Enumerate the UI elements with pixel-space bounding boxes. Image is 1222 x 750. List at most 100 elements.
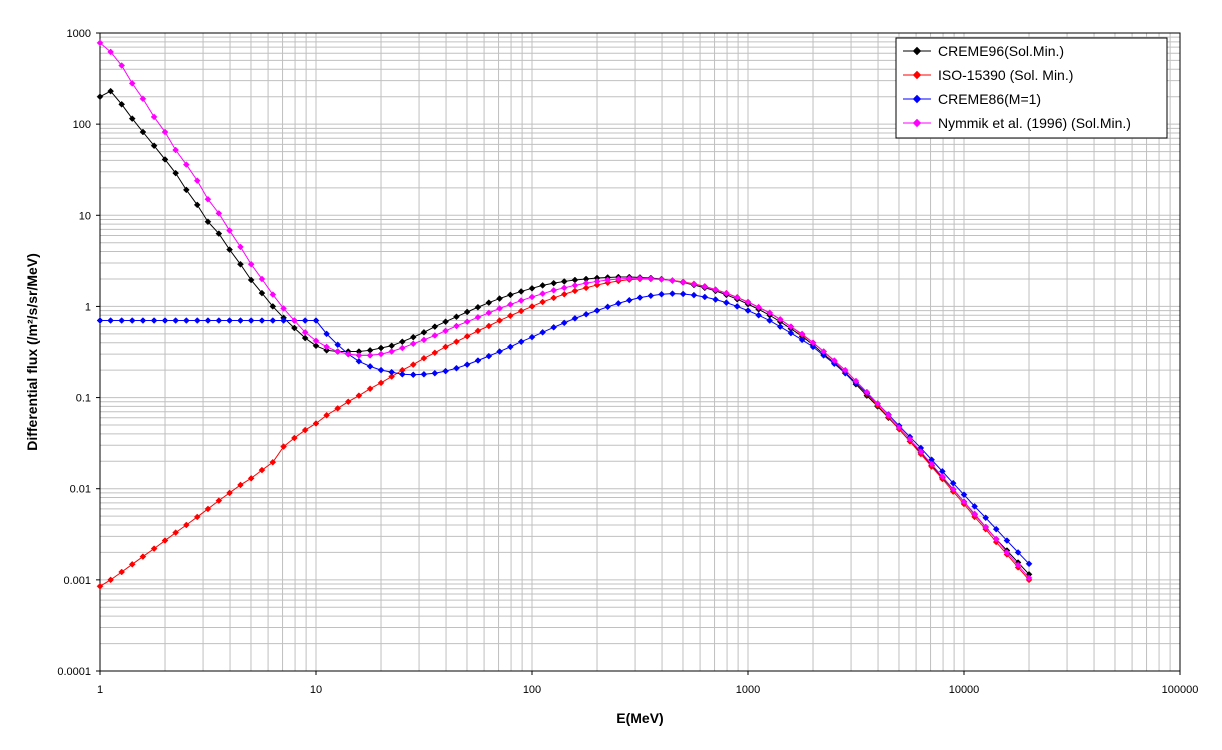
- data-point-iso-15390-sol-min: [474, 327, 482, 335]
- data-point-iso-15390-sol-min: [388, 373, 396, 380]
- series-nymmik-et-al-1996-sol-min: [96, 39, 1033, 582]
- series-creme86-m-1: [96, 290, 1033, 568]
- data-point-creme86-m-1: [453, 364, 460, 372]
- data-point-iso-15390-sol-min: [237, 481, 244, 489]
- data-point-creme86-m-1: [755, 311, 762, 319]
- data-point-nymmik-et-al-1996-sol-min: [679, 278, 687, 286]
- data-point-creme86-m-1: [409, 371, 417, 379]
- data-point-creme86-m-1: [355, 357, 363, 365]
- data-point-creme86-m-1: [398, 370, 406, 378]
- data-point-creme96-sol-min: [474, 303, 482, 311]
- data-point-creme86-m-1: [539, 328, 546, 336]
- data-point-iso-15390-sol-min: [409, 361, 417, 368]
- data-point-creme86-m-1: [118, 317, 126, 324]
- data-point-creme96-sol-min: [161, 156, 169, 163]
- data-point-iso-15390-sol-min: [118, 568, 126, 576]
- data-point-nymmik-et-al-1996-sol-min: [366, 352, 374, 359]
- data-point-nymmik-et-al-1996-sol-min: [755, 303, 762, 311]
- data-point-creme86-m-1: [517, 338, 525, 346]
- data-point-creme86-m-1: [182, 317, 190, 324]
- data-point-creme86-m-1: [150, 317, 158, 324]
- data-point-nymmik-et-al-1996-sol-min: [517, 297, 525, 304]
- data-point-nymmik-et-al-1996-sol-min: [614, 275, 622, 283]
- data-point-creme86-m-1: [496, 348, 503, 355]
- data-point-iso-15390-sol-min: [301, 426, 309, 434]
- data-point-nymmik-et-al-1996-sol-min: [172, 146, 180, 154]
- x-tick-label: 10: [310, 684, 322, 696]
- grid-layer: [99, 33, 1180, 672]
- data-point-creme86-m-1: [723, 299, 730, 307]
- data-point-creme96-sol-min: [182, 186, 190, 194]
- data-point-creme86-m-1: [820, 352, 828, 359]
- data-point-creme86-m-1: [323, 330, 330, 338]
- data-point-creme86-m-1: [604, 303, 612, 311]
- data-point-creme96-sol-min: [409, 333, 417, 341]
- data-point-nymmik-et-al-1996-sol-min: [733, 294, 741, 301]
- data-point-nymmik-et-al-1996-sol-min: [334, 348, 342, 355]
- data-point-nymmik-et-al-1996-sol-min: [852, 377, 860, 385]
- data-point-nymmik-et-al-1996-sol-min: [215, 210, 223, 217]
- legend-marker-nymmik-et-al-1996-sol-min: [912, 118, 922, 128]
- data-point-creme96-sol-min: [247, 276, 255, 284]
- x-tick-label: 100: [523, 684, 541, 696]
- data-point-nymmik-et-al-1996-sol-min: [280, 305, 287, 312]
- legend-marker-creme96-sol-min: [912, 46, 922, 56]
- data-point-nymmik-et-al-1996-sol-min: [507, 301, 514, 308]
- data-point-iso-15390-sol-min: [204, 505, 212, 513]
- data-point-creme86-m-1: [247, 317, 255, 324]
- y-tick-label: 1: [85, 301, 91, 313]
- y-tick-label: 0.001: [63, 575, 91, 587]
- data-point-creme96-sol-min: [172, 169, 180, 177]
- data-point-creme86-m-1: [1025, 560, 1033, 568]
- data-point-nymmik-et-al-1996-sol-min: [701, 283, 709, 291]
- y-tick-label: 100: [73, 119, 91, 131]
- y-tick-label: 0.0001: [57, 666, 91, 678]
- data-point-creme86-m-1: [593, 307, 601, 314]
- data-point-nymmik-et-al-1996-sol-min: [560, 284, 568, 292]
- data-point-nymmik-et-al-1996-sol-min: [247, 260, 255, 268]
- data-point-nymmik-et-al-1996-sol-min: [420, 336, 428, 344]
- data-point-creme86-m-1: [550, 323, 558, 331]
- data-point-iso-15390-sol-min: [323, 411, 330, 419]
- data-point-nymmik-et-al-1996-sol-min: [809, 339, 817, 347]
- data-point-nymmik-et-al-1996-sol-min: [906, 435, 914, 443]
- data-point-nymmik-et-al-1996-sol-min: [161, 128, 169, 136]
- x-tick-label: 1: [97, 684, 103, 696]
- data-point-creme86-m-1: [992, 525, 1000, 533]
- data-point-nymmik-et-al-1996-sol-min: [582, 279, 590, 287]
- data-point-creme96-sol-min: [150, 142, 158, 150]
- data-point-iso-15390-sol-min: [334, 405, 342, 412]
- data-point-nymmik-et-al-1996-sol-min: [636, 274, 644, 282]
- data-point-nymmik-et-al-1996-sol-min: [841, 366, 849, 374]
- data-point-creme86-m-1: [982, 514, 990, 522]
- data-point-iso-15390-sol-min: [193, 513, 201, 521]
- data-point-iso-15390-sol-min: [431, 349, 439, 357]
- data-point-creme86-m-1: [669, 290, 676, 298]
- data-point-nymmik-et-al-1996-sol-min: [398, 344, 406, 352]
- data-point-creme96-sol-min: [507, 291, 514, 299]
- data-point-creme96-sol-min: [312, 342, 320, 350]
- data-point-nymmik-et-al-1996-sol-min: [118, 62, 126, 69]
- data-point-iso-15390-sol-min: [442, 343, 449, 351]
- data-point-nymmik-et-al-1996-sol-min: [128, 80, 136, 87]
- data-point-creme86-m-1: [193, 317, 201, 324]
- data-point-nymmik-et-al-1996-sol-min: [593, 278, 601, 285]
- data-point-nymmik-et-al-1996-sol-min: [550, 287, 558, 294]
- data-point-creme96-sol-min: [204, 218, 212, 226]
- data-point-creme86-m-1: [647, 292, 655, 300]
- data-point-creme96-sol-min: [485, 299, 493, 307]
- data-point-creme86-m-1: [528, 333, 536, 341]
- data-point-iso-15390-sol-min: [258, 466, 266, 474]
- data-point-iso-15390-sol-min: [96, 582, 104, 590]
- data-point-iso-15390-sol-min: [528, 303, 536, 310]
- data-point-creme86-m-1: [560, 319, 568, 327]
- data-point-iso-15390-sol-min: [355, 392, 363, 399]
- data-point-iso-15390-sol-min: [463, 332, 471, 340]
- data-point-creme96-sol-min: [291, 324, 298, 332]
- data-point-creme86-m-1: [161, 317, 169, 324]
- data-point-creme96-sol-min: [193, 201, 201, 209]
- x-tick-label: 10000: [949, 684, 980, 696]
- data-point-creme86-m-1: [258, 317, 266, 324]
- data-point-iso-15390-sol-min: [107, 576, 114, 584]
